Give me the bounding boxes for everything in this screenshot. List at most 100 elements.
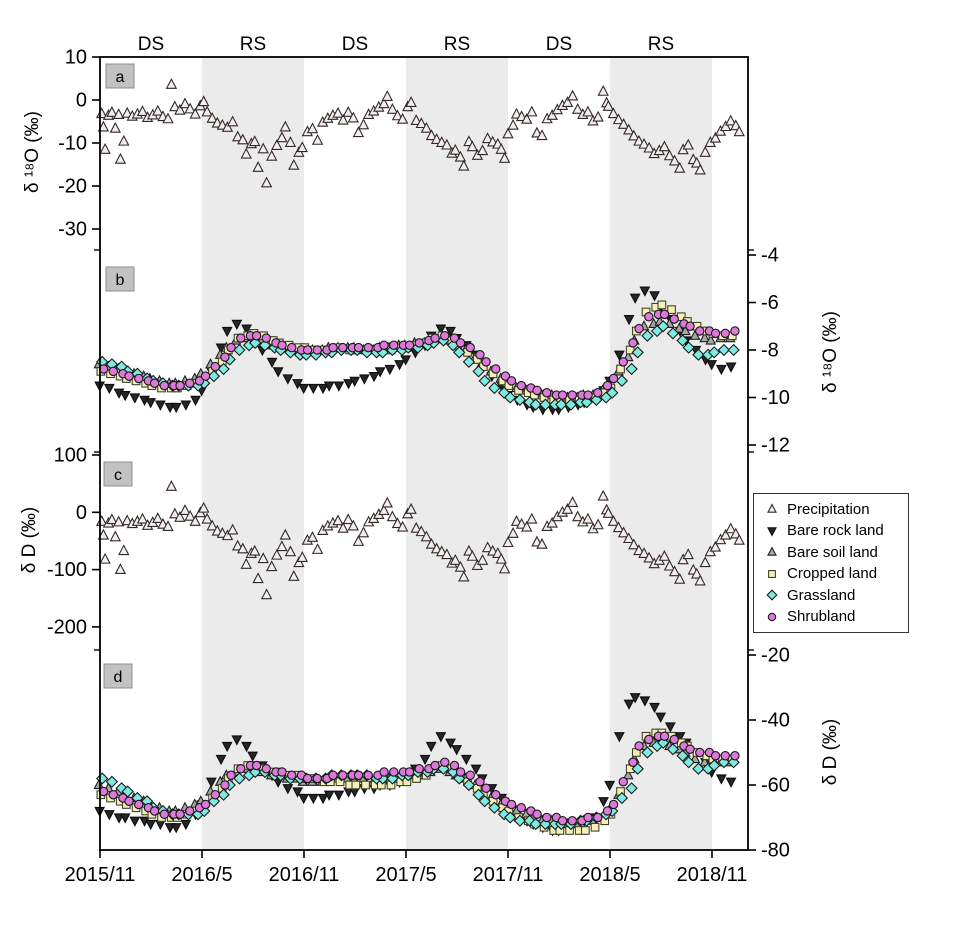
data-point (638, 547, 650, 558)
data-point (241, 741, 252, 753)
season-label: DS (342, 34, 368, 55)
data-point (430, 133, 443, 144)
data-point (719, 528, 732, 540)
data-point (500, 371, 511, 381)
data-point (478, 374, 491, 388)
data-point (633, 134, 645, 146)
data-point (618, 357, 628, 367)
data-point (628, 757, 638, 767)
data-point (175, 380, 185, 391)
y-tick-label: -80 (761, 840, 790, 862)
data-point (282, 374, 294, 385)
data-point (121, 106, 133, 118)
data-point (502, 536, 514, 548)
data-point (109, 121, 122, 133)
data-point (425, 129, 438, 141)
data-point (349, 376, 361, 388)
data-point (644, 734, 654, 745)
data-point (265, 149, 278, 161)
data-point (720, 328, 730, 339)
data-point (266, 357, 278, 369)
data-point (692, 762, 705, 775)
triangle-down-icon (767, 526, 777, 537)
data-point (699, 331, 711, 343)
data-point (638, 137, 650, 149)
data-point (502, 127, 514, 139)
data-point (498, 562, 511, 574)
data-point (119, 813, 131, 824)
data-point (507, 527, 519, 538)
data-point (251, 331, 262, 341)
data-point (105, 775, 119, 788)
data-point (649, 702, 660, 714)
data-point (414, 338, 424, 348)
season-label: RS (444, 34, 470, 55)
data-point (302, 773, 313, 784)
data-point (184, 509, 196, 521)
data-point (217, 362, 230, 376)
data-point (677, 553, 689, 565)
data-point (217, 788, 230, 801)
data-point (454, 150, 467, 162)
data-point (414, 764, 424, 774)
data-point (564, 398, 578, 411)
data-point (685, 321, 695, 331)
y-tick-label: -4 (761, 245, 779, 267)
data-point (312, 773, 322, 784)
data-point (695, 326, 705, 336)
data-point (466, 140, 479, 152)
data-point (307, 793, 319, 805)
data-point (169, 100, 181, 112)
data-point (659, 309, 670, 320)
data-point (491, 790, 501, 800)
data-point (465, 770, 475, 780)
data-point (555, 398, 568, 411)
data-point (566, 496, 579, 507)
data-point (206, 519, 218, 531)
data-point (351, 780, 361, 790)
data-point (715, 774, 727, 785)
data-point (221, 529, 234, 541)
data-point (420, 530, 433, 542)
data-point (476, 144, 489, 156)
data-point (615, 374, 629, 388)
data-point (162, 112, 174, 124)
data-point (437, 762, 450, 775)
rainy-season-band (406, 57, 508, 850)
data-point (435, 324, 447, 335)
data-point (481, 357, 491, 367)
data-point (311, 543, 324, 554)
data-point (557, 390, 568, 400)
legend-marker (767, 526, 777, 537)
data-point (453, 772, 466, 785)
data-point (694, 163, 706, 175)
data-point (497, 386, 511, 399)
data-point (159, 809, 169, 819)
data-point (317, 793, 329, 805)
data-point (504, 811, 517, 824)
data-point (185, 378, 195, 388)
data-point (323, 381, 335, 392)
data-point (598, 797, 609, 808)
data-point (472, 365, 485, 378)
data-point (664, 722, 676, 733)
data-point (658, 140, 671, 152)
data-point (306, 531, 319, 542)
data-point (532, 809, 542, 819)
data-point (189, 107, 201, 119)
data-point (590, 822, 600, 832)
data-point (159, 380, 169, 391)
data-point (657, 320, 670, 333)
data-point (567, 390, 577, 400)
y-tick-label: -8 (761, 340, 779, 362)
data-point (608, 373, 619, 384)
data-point (668, 154, 681, 166)
data-point (676, 334, 689, 347)
data-point (536, 129, 548, 141)
data-point (546, 516, 558, 528)
data-point (206, 112, 218, 123)
data-point (708, 759, 721, 772)
data-point (353, 770, 364, 780)
data-point (124, 796, 134, 806)
data-point (358, 374, 370, 385)
